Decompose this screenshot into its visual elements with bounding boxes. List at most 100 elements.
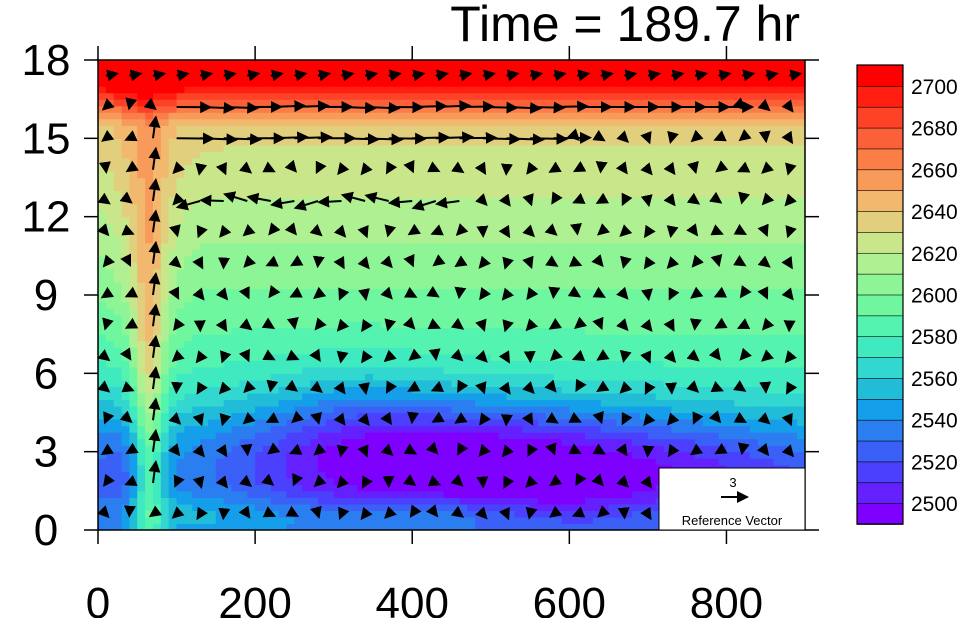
contour-cell [459,353,468,361]
contour-cell [121,92,131,100]
contour-cell [145,66,154,74]
contour-cell [443,347,453,355]
contour-cell [616,490,625,498]
contour-cell [545,105,555,113]
contour-cell [624,438,633,446]
contour-cell [435,327,445,335]
contour-cell [427,105,437,113]
contour-cell [420,170,429,179]
contour-cell [255,275,264,283]
contour-cell [145,236,154,244]
contour-cell [498,223,508,231]
contour-cell [380,242,390,250]
contour-cell [608,308,618,316]
contour-cell [325,268,335,277]
contour-cell [121,223,131,231]
contour-cell [137,281,146,290]
contour-cell [475,347,484,355]
contour-cell [396,497,405,505]
contour-cell [577,347,586,355]
contour-cell [498,255,508,263]
contour-cell [506,281,515,290]
contour-cell [113,177,123,185]
contour-cell [443,288,453,296]
contour-cell [129,438,138,446]
contour-cell [160,301,170,309]
contour-cell [412,334,421,342]
contour-cell [553,157,563,166]
contour-cell [121,275,131,283]
contour-cell [372,334,382,342]
contour-cell [239,203,248,211]
contour-cell [372,464,382,472]
contour-cell [435,60,445,68]
contour-cell [121,229,131,237]
contour-cell [427,118,437,126]
contour-cell [561,438,570,446]
contour-cell [176,151,186,159]
contour-cell [624,379,633,387]
contour-cell [632,184,641,192]
contour-cell [467,151,476,159]
contour-cell [467,327,476,335]
contour-cell [176,223,186,231]
contour-cell [561,288,570,296]
contour-cell [592,157,602,166]
contour-cell [522,73,531,81]
contour-cell [482,432,492,440]
contour-cell [294,484,303,492]
contour-cell [341,399,350,407]
contour-cell [255,464,264,472]
contour-cell [459,203,468,211]
contour-cell [333,92,343,100]
contour-cell [333,216,343,224]
contour-cell [522,281,531,290]
contour-cell [278,118,288,126]
contour-cell [372,360,382,368]
contour-cell [585,60,594,68]
contour-cell [365,334,374,342]
contour-cell [640,340,649,348]
contour-cell [396,471,405,479]
contour-cell [632,438,641,446]
contour-cell [592,425,602,433]
contour-cell [223,327,233,335]
contour-cell [624,301,633,309]
contour-cell [105,327,115,335]
contour-cell [105,412,115,420]
contour-cell [592,73,602,81]
contour-cell [223,92,233,100]
contour-cell [145,203,154,211]
contour-cell [404,184,413,192]
contour-cell [160,79,170,87]
contour-cell [357,66,366,74]
contour-cell [152,497,162,505]
contour-cell [207,471,217,479]
contour-cell [459,60,468,68]
contour-cell [412,99,421,107]
contour-cell [380,249,390,257]
contour-cell [105,79,115,87]
contour-cell [624,432,633,440]
contour-cell [530,86,539,94]
contour-cell [317,405,327,414]
contour-cell [616,373,625,381]
contour-cell [262,92,272,100]
contour-cell [522,314,531,322]
contour-cell [192,379,201,387]
contour-cell [262,131,272,139]
contour-cell [522,503,531,512]
contour-cell [113,353,123,361]
contour-cell [592,419,602,427]
contour-cell [357,445,366,453]
contour-cell [121,86,131,94]
contour-cell [325,190,335,198]
contour-cell [302,334,311,342]
contour-cell [160,464,170,472]
contour-cell [129,177,138,185]
contour-cell [427,112,437,120]
contour-cell [168,73,178,81]
contour-cell [537,399,547,407]
contour-cell [152,347,162,355]
contour-cell [294,184,303,192]
